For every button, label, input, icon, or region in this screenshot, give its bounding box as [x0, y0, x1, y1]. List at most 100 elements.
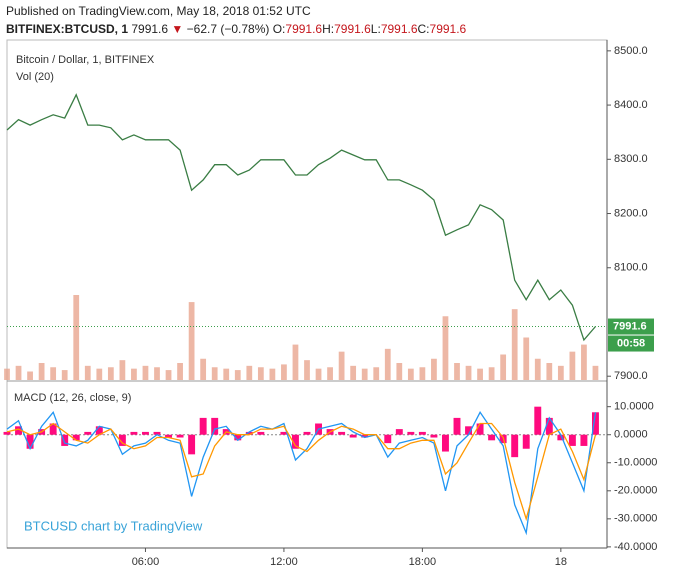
y-tick-label: 0.0000	[614, 429, 648, 441]
volume-bar	[465, 365, 472, 380]
histogram-bar	[72, 434, 80, 441]
volume-bar	[511, 309, 518, 380]
volume-bar	[592, 365, 599, 380]
histogram-bar	[118, 434, 126, 446]
volume-bar	[257, 367, 264, 380]
histogram-bar	[153, 431, 161, 435]
histogram-bar	[384, 434, 392, 444]
histogram-bar	[280, 431, 288, 435]
volume-bar	[61, 370, 68, 380]
symbol-line: BITFINEX:BTCUSD, 1 7991.6 ▼ −62.7 (−0.78…	[6, 20, 466, 38]
x-tick-label: 06:00	[132, 556, 160, 568]
volume-bar	[442, 316, 449, 380]
volume-bar	[131, 368, 137, 380]
y-tick-label: -10.0000	[614, 457, 657, 469]
histogram-bar	[442, 434, 449, 452]
volume-bar	[557, 365, 564, 380]
ohlc-value: 7991.6	[334, 22, 371, 36]
volume-bar	[500, 354, 507, 380]
ohlc-label: C:	[417, 22, 430, 36]
histogram-bar	[580, 434, 588, 446]
histogram-bar	[534, 406, 542, 435]
volume-bar	[223, 368, 230, 380]
volume-bar	[234, 370, 241, 380]
histogram-bar	[142, 431, 149, 435]
y-tick-label: 8200.0	[614, 207, 648, 219]
watermark: BTCUSD chart by TradingView	[24, 518, 203, 533]
histogram-bar	[15, 426, 22, 435]
histogram-bar	[257, 431, 265, 435]
header: Published on TradingView.com, May 18, 20…	[6, 2, 466, 38]
countdown-label: 00:58	[617, 337, 645, 349]
volume-bar	[269, 368, 276, 380]
down-arrow: ▼	[171, 22, 184, 36]
volume-bar	[107, 367, 114, 380]
histogram-bar	[199, 417, 207, 435]
volume-bar	[142, 365, 149, 380]
histogram-bar	[176, 434, 184, 438]
histogram-bar	[49, 423, 57, 435]
histogram-bar	[511, 434, 519, 458]
volume-bar	[488, 367, 495, 380]
countdown-box	[608, 335, 654, 352]
ohlc-label: O:	[272, 22, 286, 36]
y-tick-label: 8300.0	[614, 153, 648, 165]
histogram-bar	[61, 434, 69, 446]
volume-bar	[96, 368, 103, 380]
histogram-bar	[407, 431, 415, 435]
volume-bar	[581, 344, 587, 380]
y-tick-label: -40.0000	[614, 541, 657, 553]
volume-bar	[38, 363, 45, 380]
macd-title: MACD (12, 26, close, 9)	[14, 392, 131, 404]
published-line: Published on TradingView.com, May 18, 20…	[6, 4, 311, 18]
ohlc: O:7991.6H:7991.6L:7991.6C:7991.6	[273, 22, 467, 36]
volume-bar	[373, 367, 380, 380]
histogram-bar	[592, 412, 599, 435]
histogram-bar	[488, 434, 496, 441]
ohlc-value: 7991.6	[285, 22, 323, 36]
y-tick-label: 8100.0	[614, 262, 648, 274]
x-tick-label: 12:00	[270, 556, 298, 568]
histogram-bar	[130, 431, 138, 435]
volume-bar	[15, 365, 22, 380]
volume-bar	[73, 295, 80, 380]
volume-bar	[327, 367, 333, 380]
histogram-bar	[188, 434, 196, 455]
volume-bar	[119, 360, 126, 380]
volume-bar	[350, 365, 357, 380]
volume-bar	[534, 358, 541, 380]
volume-bar	[396, 363, 403, 380]
histogram-bar	[430, 434, 438, 438]
volume-bar	[188, 302, 195, 380]
histogram-bar	[465, 426, 472, 435]
volume-bar	[454, 363, 460, 380]
volume-bar	[338, 351, 345, 380]
histogram-bar	[292, 434, 299, 449]
histogram-bar	[3, 431, 11, 435]
histogram-bar	[245, 431, 253, 435]
histogram-bar	[95, 426, 103, 435]
change: −62.7 (−0.78%)	[186, 22, 270, 36]
x-tick-label: 18	[555, 556, 567, 568]
histogram-bar	[545, 417, 553, 435]
volume-bar	[4, 368, 10, 380]
ohlc-value: 7991.6	[429, 22, 467, 36]
volume-bar	[315, 368, 322, 380]
histogram-bar	[303, 431, 311, 435]
series-line	[6, 93, 596, 342]
volume-bar	[27, 371, 33, 380]
ohlc-label: L:	[370, 22, 381, 36]
volume-bar	[431, 358, 437, 380]
volume-bar	[361, 368, 368, 380]
histogram-bar	[26, 434, 34, 449]
volume-bar	[292, 344, 299, 380]
last-price-box	[608, 318, 654, 335]
volume-bar	[200, 358, 207, 380]
histogram-bar	[557, 434, 565, 441]
y-tick-label: -30.0000	[614, 513, 657, 525]
histogram-bar	[234, 434, 242, 441]
volume-bar	[154, 367, 160, 380]
histogram-bar	[349, 434, 357, 438]
